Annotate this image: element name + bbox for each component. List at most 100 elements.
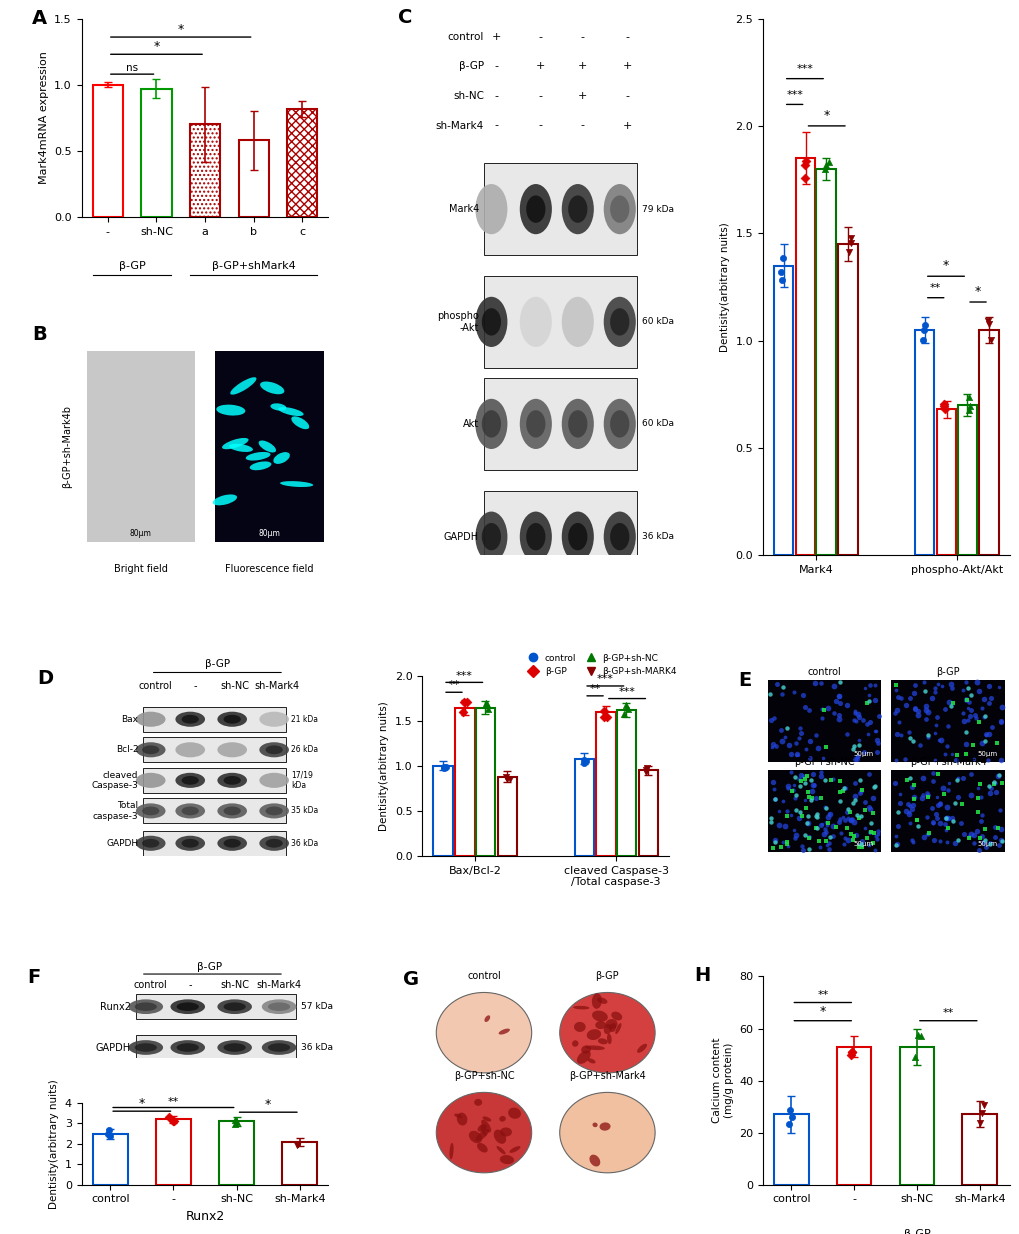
Ellipse shape [128,1040,163,1055]
Ellipse shape [217,803,247,818]
Bar [136,1035,297,1060]
Point [809,738,825,758]
Ellipse shape [142,807,159,816]
Ellipse shape [457,1113,467,1125]
Point [808,807,824,827]
Point [797,739,813,759]
Ellipse shape [609,410,629,438]
Point [938,818,955,838]
Point [226,1111,243,1130]
Ellipse shape [589,1155,600,1166]
Text: phospho
-Akt: phospho -Akt [437,311,479,333]
Ellipse shape [568,410,587,438]
Ellipse shape [561,512,593,561]
Ellipse shape [591,1011,607,1022]
Text: sh-Mark4: sh-Mark4 [435,121,483,131]
Ellipse shape [142,839,159,848]
Point [993,712,1009,732]
Text: control: control [467,971,500,981]
Point [850,808,866,828]
Point [787,789,803,808]
Point [792,802,808,822]
Circle shape [436,992,531,1072]
Point [937,808,954,828]
Text: 80μm: 80μm [258,529,280,538]
Point [954,703,970,723]
Point [796,168,812,188]
Text: β-GP: β-GP [118,260,146,271]
Text: β-GP+sh-Mark4b: β-GP+sh-Mark4b [62,405,71,489]
Text: sh-Mark4: sh-Mark4 [256,980,302,990]
Bar [475,707,494,856]
Text: β-GP: β-GP [205,659,229,669]
Text: -: - [538,32,542,42]
Text: H: H [693,966,709,985]
Bar [891,680,1004,763]
Ellipse shape [262,1040,297,1055]
Point [791,728,807,748]
Ellipse shape [597,1038,607,1044]
Point [924,813,941,833]
Point [772,837,789,856]
Ellipse shape [526,410,545,438]
Text: 60 kDa: 60 kDa [641,420,674,428]
Point [864,833,880,853]
Point [868,742,884,761]
Text: Bax: Bax [121,714,139,723]
Point [810,830,826,850]
Point [887,826,903,845]
Y-axis label: Calcium content
(mg/g protein): Calcium content (mg/g protein) [711,1038,733,1123]
Text: β-GP+sh-NC: β-GP+sh-NC [794,756,854,766]
Ellipse shape [136,742,165,758]
Point [905,787,921,807]
Point [788,733,804,753]
Bar [767,680,880,763]
Point [779,806,795,826]
Ellipse shape [568,195,587,223]
Point [860,685,876,705]
Point [816,819,833,839]
Point [820,803,837,823]
Point [824,816,841,835]
Point [839,818,855,838]
Point [860,835,876,855]
Text: Bright field: Bright field [114,564,167,574]
Point [993,832,1009,851]
Text: **: ** [816,990,827,1000]
Point [987,733,1004,753]
Text: Bcl-2: Bcl-2 [115,745,139,754]
Point [956,711,972,731]
Point [934,785,951,805]
Point [914,785,930,805]
Ellipse shape [484,1016,490,1022]
Ellipse shape [496,1146,505,1155]
Point [906,675,922,695]
Point [941,692,957,712]
Point [790,769,806,789]
Point [773,833,790,853]
Point [813,700,829,719]
Point [909,701,925,721]
Point [960,400,976,420]
Point [936,700,953,719]
Point [900,802,916,822]
Point [970,712,986,732]
Y-axis label: Dentisity(arbitrary nuits): Dentisity(arbitrary nuits) [719,222,730,352]
Point [817,830,834,850]
Point [926,750,943,770]
Point [859,724,875,744]
Text: 80μm: 80μm [129,529,152,538]
Point [812,787,828,807]
Ellipse shape [181,807,199,816]
Point [961,396,977,416]
Point [454,702,471,722]
Y-axis label: Mark4mRNA expression: Mark4mRNA expression [39,52,49,184]
Point [937,821,954,840]
Point [853,780,869,800]
Point [866,675,882,695]
Ellipse shape [581,1045,590,1054]
Text: G: G [403,970,418,990]
Ellipse shape [498,1116,505,1122]
Point [980,315,997,334]
Point [786,821,802,840]
